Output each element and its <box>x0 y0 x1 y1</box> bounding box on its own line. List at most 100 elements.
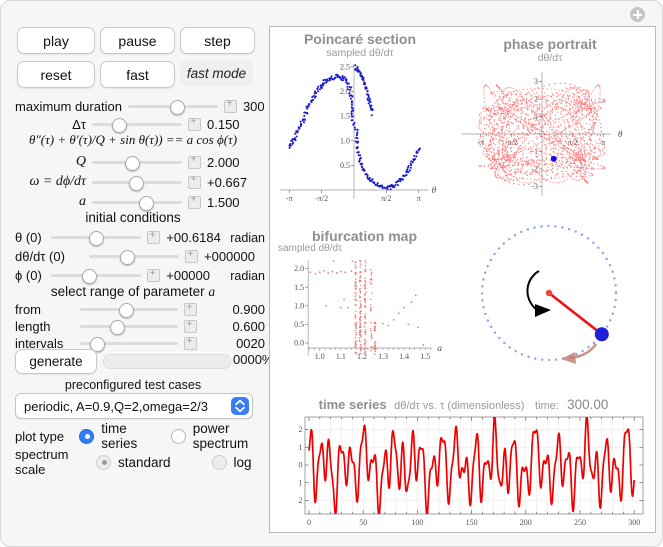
svg-text:200: 200 <box>520 518 532 527</box>
generate-button[interactable]: generate <box>15 349 97 374</box>
slider-stepper-plus-icon[interactable] <box>147 230 161 244</box>
slider-label-delta-tau: Δτ <box>72 116 86 132</box>
slider-track-maximum-duration[interactable] <box>127 99 218 115</box>
svg-text:1.5: 1.5 <box>294 283 304 292</box>
slider-stepper-plus-icon[interactable] <box>184 319 197 333</box>
poincare-subtitle: sampled dθ/dτ <box>326 47 394 59</box>
svg-text:250: 250 <box>574 518 586 527</box>
pause-button[interactable]: pause <box>100 27 175 54</box>
svg-text:1.1: 1.1 <box>336 352 346 361</box>
parameter-slider-group: Q 2.000 ω = dϕ/dτ +0.667 a 1.500 <box>1 152 265 212</box>
pendulum-equation: θ″(τ) + θ′(τ)/Q + sin θ(τ)) == a cos ϕ(τ… <box>28 132 238 147</box>
svg-text:2.5: 2.5 <box>340 62 350 71</box>
svg-text:1.4: 1.4 <box>399 352 409 361</box>
slider-value-range-length: 0.600 <box>232 319 265 334</box>
svg-text:1.0: 1.0 <box>294 301 304 310</box>
slider-stepper-plus-icon[interactable] <box>184 302 197 316</box>
slider-track-q-factor[interactable] <box>92 155 182 171</box>
slider-value-phi-0: +00000 <box>166 268 210 283</box>
slider-track-amplitude-a[interactable] <box>92 195 182 211</box>
slider-track-range-intervals[interactable] <box>80 337 178 352</box>
slider-stepper-plus-icon[interactable] <box>188 116 201 131</box>
radio-log <box>211 454 227 470</box>
radio-power-spectrum[interactable] <box>170 428 186 444</box>
slider-unit-theta-0: radian <box>230 230 265 245</box>
pendulum-animation <box>480 224 618 364</box>
slider-value-delta-tau: 0.150 <box>207 116 240 132</box>
slider-thumb-phi-0[interactable] <box>82 269 98 284</box>
play-button[interactable]: play <box>17 27 95 54</box>
control-column: play pause step reset fast fast mode max… <box>1 1 273 546</box>
svg-text:a: a <box>437 344 442 354</box>
bifurcation-title: bifurcation map <box>311 228 417 244</box>
slider-label-dtheta-0: dθ/dτ (0) <box>15 249 65 264</box>
svg-text:-π/2: -π/2 <box>315 194 328 203</box>
generate-row: generate 0000% <box>1 349 273 375</box>
test-case-dropdown[interactable]: periodic, A=0.9,Q=2,omega=2/3 <box>15 393 253 419</box>
slider-track-theta-0[interactable] <box>51 231 142 246</box>
svg-text:-2: -2 <box>298 496 303 505</box>
slider-track-omega[interactable] <box>92 175 182 191</box>
svg-text:3: 3 <box>534 77 538 86</box>
time-series-title: time series dθ/dτ vs. τ (dimensionless) … <box>318 397 609 412</box>
slider-thumb-maximum-duration[interactable] <box>170 99 186 115</box>
phase-portrait-title: phase portrait <box>503 36 597 52</box>
slider-track-range-length[interactable] <box>80 320 178 335</box>
panel-expand-plus-icon[interactable] <box>630 7 645 22</box>
svg-text:2: 2 <box>299 425 303 434</box>
svg-text:0.0: 0.0 <box>294 339 304 348</box>
slider-label-theta-0: θ (0) <box>15 230 42 245</box>
slider-label-range-from: from <box>15 302 41 317</box>
slider-track-phi-0[interactable] <box>51 269 142 284</box>
svg-text:0: 0 <box>299 461 303 470</box>
svg-text:-1: -1 <box>531 147 538 156</box>
slider-value-q-factor: 2.000 <box>207 154 240 170</box>
svg-text:1.0: 1.0 <box>340 136 350 145</box>
slider-thumb-range-from[interactable] <box>119 303 135 318</box>
slider-thumb-range-intervals[interactable] <box>89 337 105 352</box>
range-slider-group: from 0.900 length 0.600 intervals 0020 <box>1 301 265 352</box>
slider-thumb-q-factor[interactable] <box>124 155 140 171</box>
slider-value-dtheta-0: +000000 <box>204 249 255 264</box>
slider-track-delta-tau[interactable] <box>92 117 182 133</box>
svg-text:0.5: 0.5 <box>294 320 304 329</box>
slider-stepper-plus-icon[interactable] <box>223 98 237 113</box>
slider-track-dtheta-0[interactable] <box>89 250 179 265</box>
slider-row-theta-0: θ (0) +00.6184 radian <box>1 228 265 247</box>
test-case-selected-value: periodic, A=0.9,Q=2,omega=2/3 <box>24 398 208 414</box>
svg-text:300: 300 <box>628 518 640 527</box>
time-series-plot: 0 50 100 150 200 250 300 -2 -1 0 1 2 <box>298 416 644 527</box>
fast-button[interactable]: fast <box>100 61 175 88</box>
slider-thumb-omega[interactable] <box>129 175 145 191</box>
svg-text:π: π <box>417 194 421 203</box>
slider-stepper-plus-icon[interactable] <box>147 268 161 282</box>
radio-time-series[interactable] <box>79 428 95 444</box>
slider-stepper-plus-icon[interactable] <box>185 249 198 263</box>
dropdown-chevrons-icon[interactable] <box>231 397 249 415</box>
slider-thumb-range-length[interactable] <box>110 320 126 335</box>
step-button[interactable]: step <box>180 27 255 54</box>
slider-stepper-plus-icon[interactable] <box>188 154 201 169</box>
slider-thumb-dtheta-0[interactable] <box>119 250 135 265</box>
bifurcation-plot: 1.0 1.1 1.2 1.3 1.4 1.5 0.0 0.5 1.0 1.5 2.0 a <box>294 259 442 361</box>
svg-text:-3: -3 <box>531 182 538 191</box>
radio-power-spectrum-label[interactable]: power spectrum <box>192 421 249 451</box>
slider-track-range-from[interactable] <box>80 303 178 318</box>
phase-portrait-subtitle: dθ/dτ <box>537 52 563 64</box>
svg-text:2: 2 <box>534 95 538 104</box>
slider-thumb-amplitude-a[interactable] <box>139 195 154 211</box>
duration-slider-group: maximum duration 300 Δτ 0.150 <box>1 97 265 133</box>
bifurcation-corner-label: sampled dθ/dτ <box>278 243 342 254</box>
slider-stepper-plus-icon[interactable] <box>188 194 201 209</box>
slider-thumb-delta-tau[interactable] <box>112 117 127 133</box>
slider-stepper-plus-icon[interactable] <box>188 174 201 189</box>
slider-thumb-theta-0[interactable] <box>89 231 105 246</box>
svg-text:-2: -2 <box>531 165 538 174</box>
reset-button[interactable]: reset <box>17 61 95 88</box>
radio-time-series-label[interactable]: time series <box>101 421 138 451</box>
svg-text:θ: θ <box>432 186 437 196</box>
slider-label-q-factor: Q <box>75 154 86 169</box>
slider-stepper-plus-icon[interactable] <box>184 336 197 350</box>
